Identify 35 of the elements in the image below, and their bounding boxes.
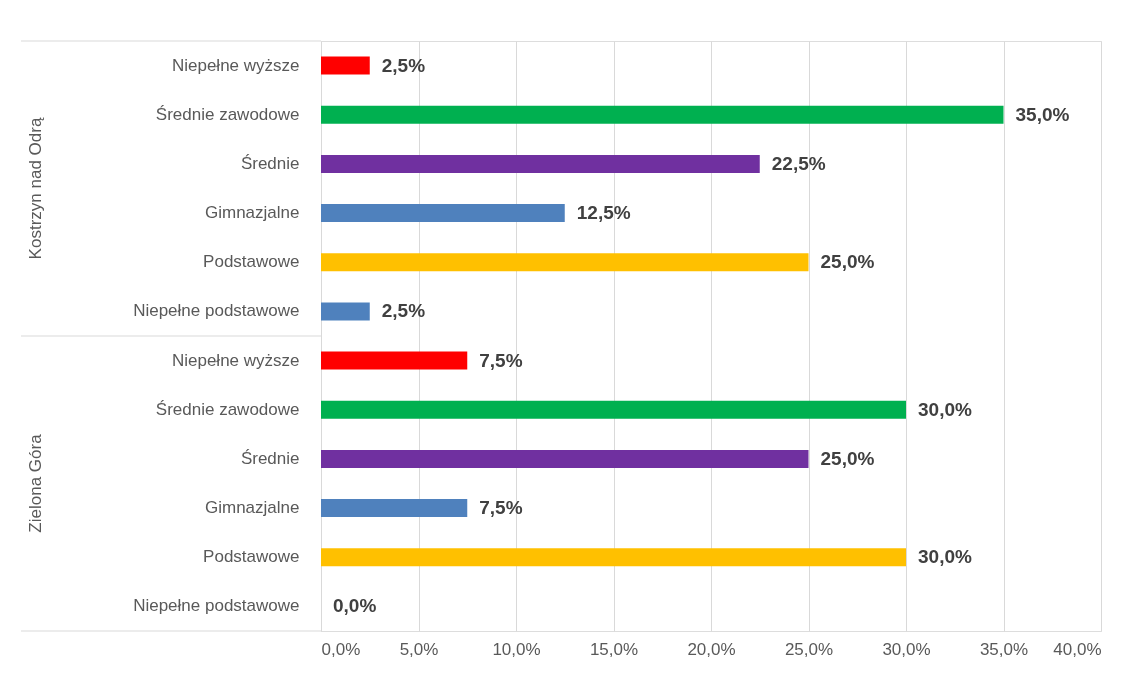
- y-tick-label: Średnie: [240, 448, 300, 468]
- x-tick-label: 10,0%: [492, 639, 541, 659]
- x-tick-label: 15,0%: [589, 639, 639, 659]
- data-label: 30,0%: [918, 398, 972, 420]
- x-tick-label: 20,0%: [687, 639, 736, 659]
- text: Kostrzyn nad Odrą: [26, 117, 45, 260]
- data-label: 2,5%: [381, 300, 426, 322]
- y-tick-label: Średnie: [240, 153, 300, 173]
- x-tick-label: 40,0%: [1053, 639, 1102, 659]
- data-label: 2,5%: [381, 54, 426, 76]
- y-tick-label: Podstawowe: [203, 252, 300, 272]
- y-tick-label: Niepełne podstawowe: [133, 596, 300, 616]
- x-tick-label: 5,0%: [399, 639, 439, 659]
- data-label: 25,0%: [820, 251, 875, 273]
- data-label: 30,0%: [918, 546, 972, 568]
- y-tick-label: Niepełne wyższe: [171, 350, 300, 370]
- x-tick-label: 25,0%: [784, 639, 834, 659]
- text: Zielona Góra: [26, 433, 45, 533]
- y-tick-label: Średnie zawodowe: [155, 104, 300, 124]
- data-label: 12,5%: [576, 202, 631, 224]
- y-tick-label: Niepełne podstawowe: [133, 301, 300, 321]
- x-tick-label: 35,0%: [979, 639, 1029, 659]
- data-label: 22,5%: [771, 152, 826, 174]
- y-tick-label: Gimnazjalne: [205, 203, 300, 223]
- data-label: 0,0%: [333, 595, 377, 617]
- x-tick-label: 30,0%: [882, 639, 931, 659]
- y-tick-label: Gimnazjalne: [205, 498, 300, 518]
- y-tick-label: Niepełne wyższe: [171, 55, 300, 75]
- data-label: 7,5%: [479, 349, 523, 371]
- x-tick-label: 0,0%: [321, 639, 361, 659]
- y-tick-label: Średnie zawodowe: [155, 399, 300, 419]
- data-label: 7,5%: [479, 497, 523, 519]
- data-label: 35,0%: [1015, 103, 1070, 125]
- data-label: 25,0%: [820, 447, 875, 469]
- y-tick-label: Podstawowe: [203, 547, 300, 567]
